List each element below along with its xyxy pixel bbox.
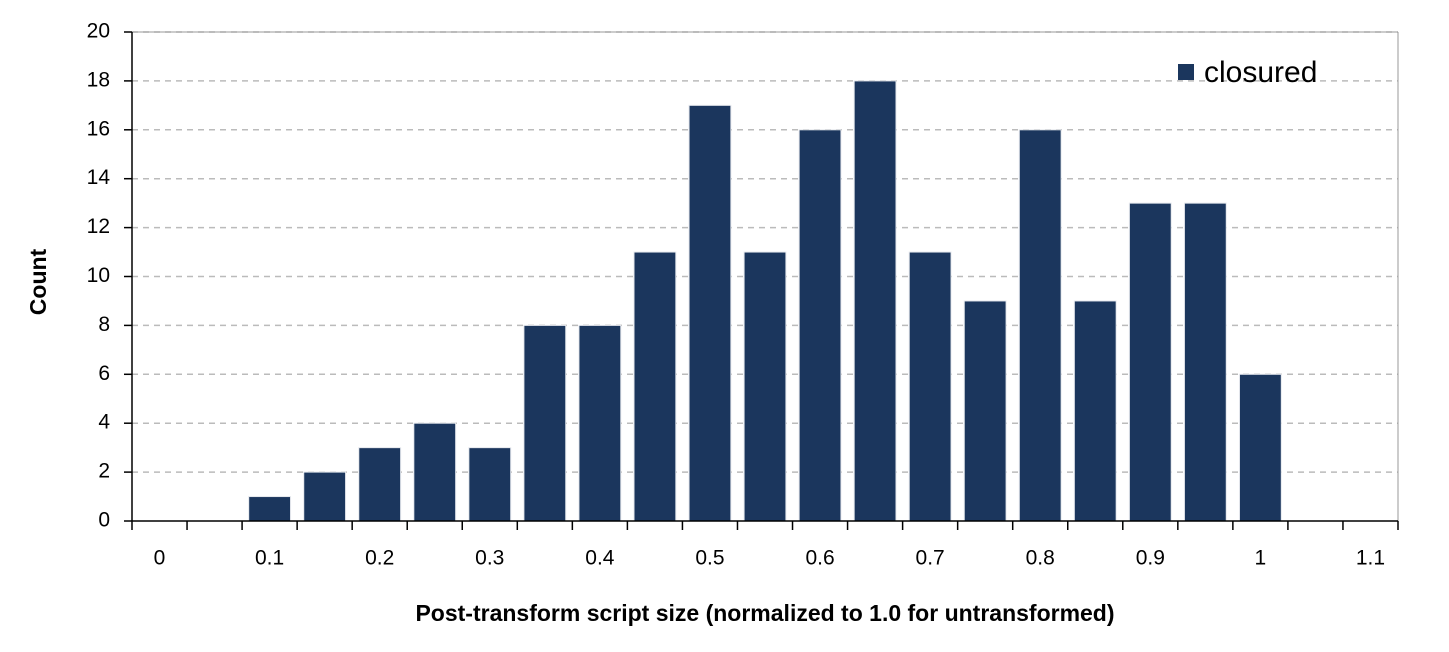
bar (413, 422, 457, 522)
x-tick-label: 0.3 (475, 547, 504, 570)
bar (248, 496, 292, 522)
bar (303, 471, 347, 522)
y-tick-label: 0 (98, 509, 110, 532)
bar (688, 104, 732, 522)
y-tick-label: 6 (98, 362, 110, 385)
legend-label: closured (1204, 56, 1317, 89)
bar (468, 447, 512, 522)
bar (578, 324, 622, 522)
x-tick-label: 0.6 (805, 547, 834, 570)
y-tick-label: 10 (87, 264, 110, 287)
y-tick-label: 18 (87, 68, 110, 91)
bar (1128, 202, 1172, 522)
x-tick-label: 0.2 (365, 547, 394, 570)
bar (358, 447, 402, 522)
bar (963, 300, 1007, 522)
x-tick-label: 0.4 (585, 547, 615, 570)
x-tick-label: 0.8 (1026, 547, 1055, 570)
y-tick-label: 8 (98, 313, 110, 336)
x-tick-label: 0.9 (1136, 547, 1165, 570)
bar (1183, 202, 1227, 522)
y-axis-title: Count (25, 248, 51, 315)
y-tick-label: 2 (98, 460, 110, 483)
legend-swatch (1178, 64, 1194, 80)
x-tick-label: 1 (1255, 547, 1267, 570)
x-tick-label: 0.7 (916, 547, 945, 570)
bar (523, 324, 567, 522)
y-tick-label: 16 (87, 117, 110, 140)
bar (1018, 129, 1062, 522)
x-tick-label: 0.1 (255, 547, 284, 570)
y-tick-label: 4 (98, 411, 110, 434)
bar (908, 251, 952, 522)
y-tick-label: 14 (87, 166, 111, 189)
bar (853, 80, 897, 522)
bar (743, 251, 787, 522)
bar (1238, 373, 1282, 522)
y-tick-label: 20 (87, 20, 110, 43)
bar (798, 129, 842, 522)
x-axis-title: Post-transform script size (normalized t… (415, 600, 1114, 626)
y-tick-label: 12 (87, 215, 110, 238)
x-tick-label: 1.1 (1356, 547, 1385, 570)
x-tick-label: 0.5 (695, 547, 724, 570)
bar (1073, 300, 1117, 522)
x-tick-label: 0 (154, 547, 166, 570)
bar (633, 251, 677, 522)
